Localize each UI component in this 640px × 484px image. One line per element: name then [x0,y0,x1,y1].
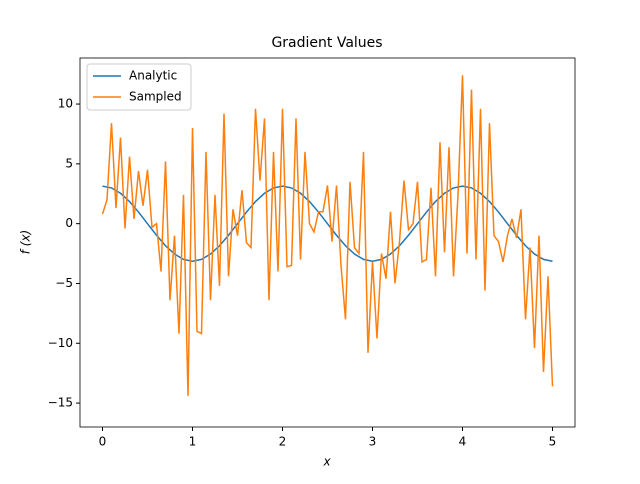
y-axis-label: f (x) [19,230,33,255]
y-tick-label: −15 [48,396,73,410]
y-tick-label: 10 [58,97,73,111]
y-tick-label: 5 [65,156,73,170]
x-tick-label: 1 [189,435,197,449]
x-tick-label: 4 [459,435,467,449]
x-tick-label: 5 [549,435,557,449]
series-line [101,75,554,396]
x-tick-label: 3 [369,435,377,449]
x-axis-label: x [322,455,331,469]
x-tick-label: 2 [279,435,287,449]
legend-label: Analytic [129,69,177,83]
x-tick-label: 0 [99,435,107,449]
chart-title: Gradient Values [271,35,382,51]
y-tick-label: −10 [48,336,73,350]
axes-frame [79,57,576,428]
legend-label: Sampled [129,90,182,104]
series-line [102,185,553,262]
y-tick-label: −5 [55,276,73,290]
y-tick-label: 0 [65,216,73,230]
